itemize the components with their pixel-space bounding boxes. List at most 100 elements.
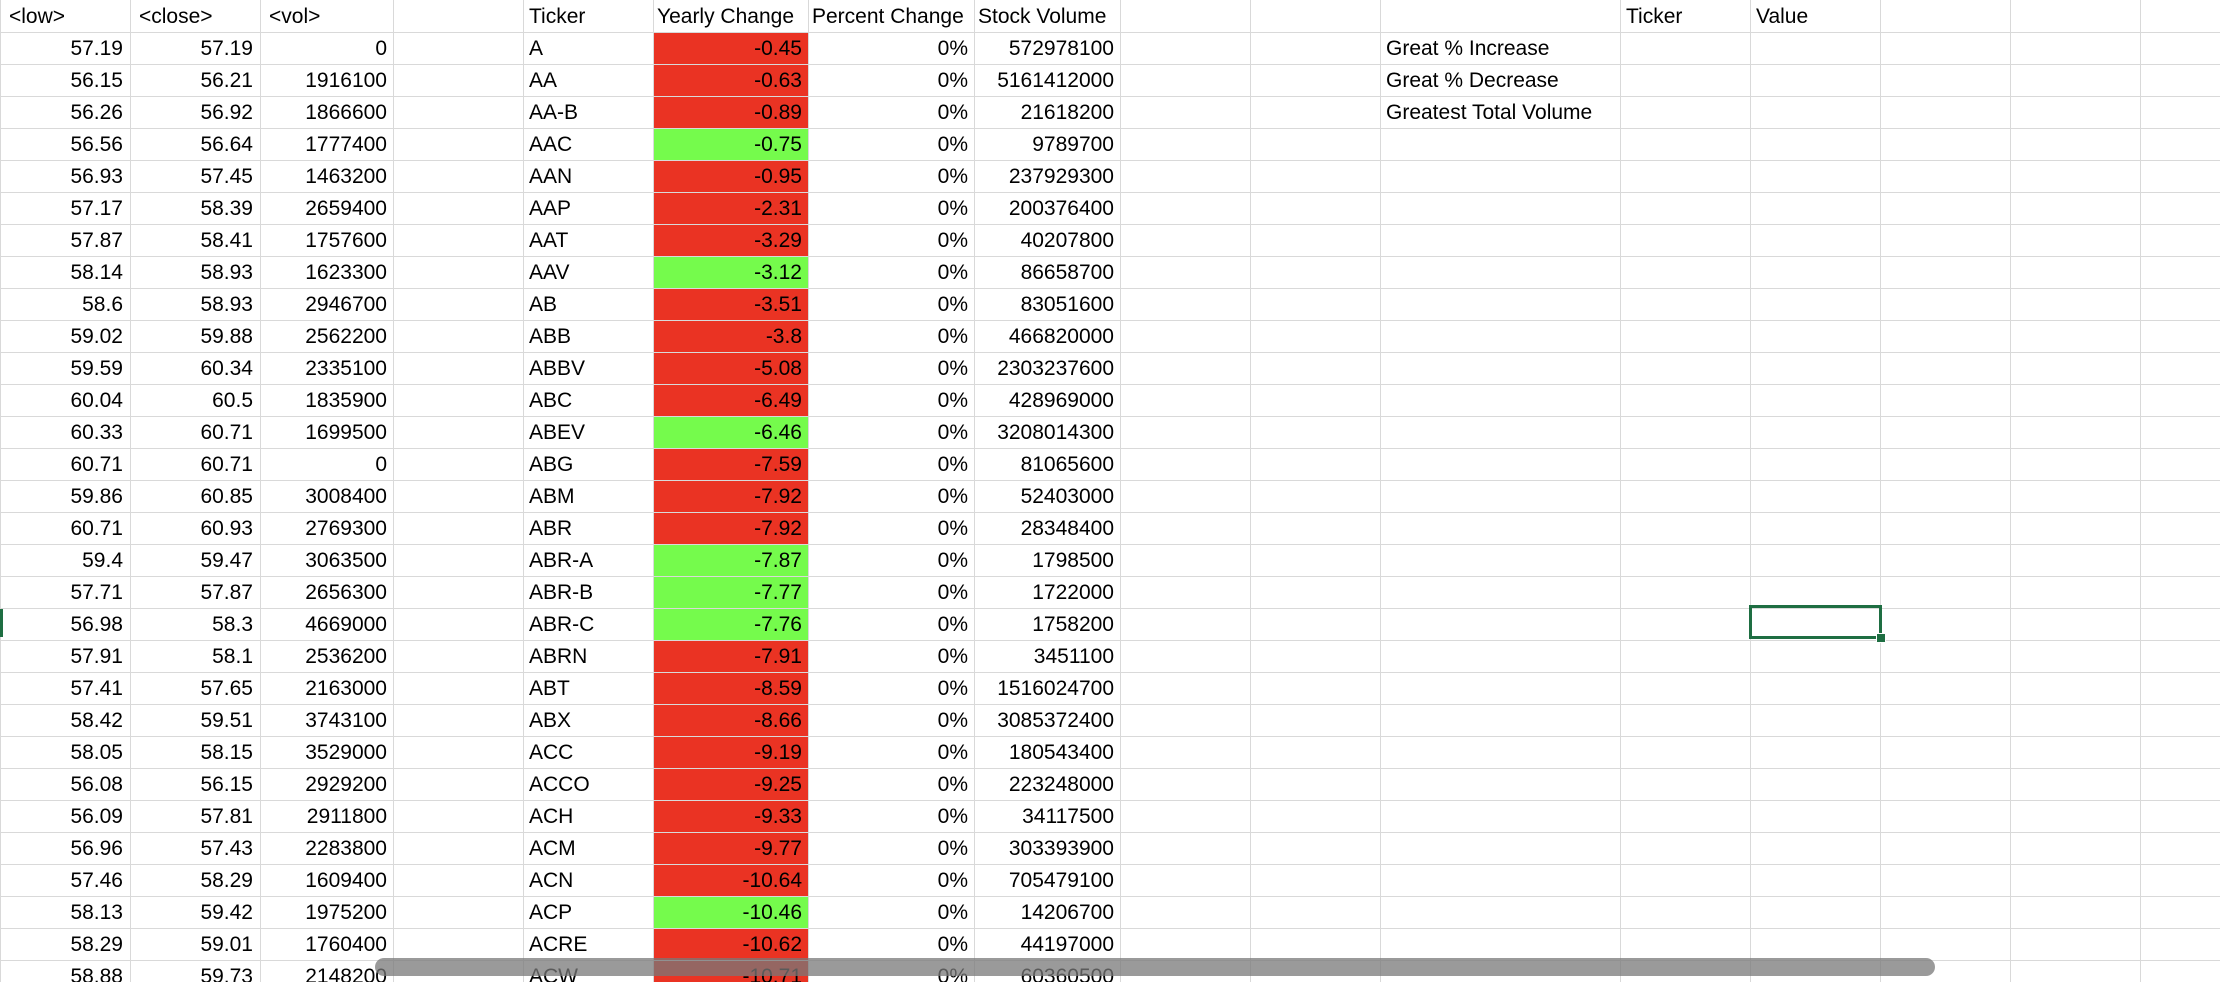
cell-stock-volume[interactable]: 428969000 — [1008, 389, 1114, 412]
cell-stock-volume[interactable]: 1516024700 — [997, 677, 1114, 700]
cell-ticker[interactable]: A — [529, 37, 544, 60]
cell-ticker[interactable]: ACP — [529, 901, 573, 924]
cell-close[interactable]: 58.29 — [200, 869, 253, 892]
cell-yearly-change[interactable]: -6.46 — [754, 421, 802, 444]
cell-low[interactable]: 56.96 — [70, 837, 123, 860]
cell-low[interactable]: 57.87 — [70, 229, 123, 252]
cell-close[interactable]: 57.43 — [200, 837, 253, 860]
cell-ticker[interactable]: ACC — [529, 741, 574, 764]
cell-vol[interactable]: 2946700 — [305, 293, 387, 316]
horizontal-scrollbar[interactable] — [375, 958, 1935, 976]
cell-close[interactable]: 56.92 — [200, 101, 253, 124]
cell-ticker[interactable]: ACRE — [529, 933, 588, 956]
cell-vol[interactable]: 3008400 — [305, 485, 387, 508]
cell-vol[interactable]: 2929200 — [305, 773, 387, 796]
cell-vol[interactable]: 2656300 — [305, 581, 387, 604]
cell-yearly-change[interactable]: -9.19 — [754, 741, 802, 764]
cell-low[interactable]: 56.26 — [70, 101, 123, 124]
cell-low[interactable]: 56.09 — [70, 805, 123, 828]
cell-close[interactable]: 57.45 — [200, 165, 253, 188]
cell-close[interactable]: 56.15 — [200, 773, 253, 796]
cell-vol[interactable]: 2659400 — [305, 197, 387, 220]
cell-stock-volume[interactable]: 9789700 — [1032, 133, 1114, 156]
cell-percent-change[interactable]: 0% — [937, 421, 968, 444]
cell-stock-volume[interactable]: 14206700 — [1020, 901, 1114, 924]
cell-yearly-change[interactable]: -3.8 — [765, 325, 802, 348]
cell-stock-volume[interactable]: 3451100 — [1033, 645, 1114, 668]
cell-percent-change[interactable]: 0% — [937, 453, 968, 476]
cell-stock-volume[interactable]: 34117500 — [1022, 805, 1114, 828]
cell-low[interactable]: 57.46 — [70, 869, 123, 892]
fill-handle[interactable] — [1876, 633, 1886, 643]
cell-close[interactable]: 58.93 — [200, 293, 253, 316]
cell-close[interactable]: 58.15 — [200, 741, 253, 764]
cell-stock-volume[interactable]: 3085372400 — [997, 709, 1114, 732]
cell-vol[interactable]: 1623300 — [305, 261, 387, 284]
cell-close[interactable]: 60.71 — [200, 421, 253, 444]
cell-yearly-change[interactable]: -9.33 — [754, 805, 802, 828]
cell-ticker[interactable]: ABM — [529, 485, 575, 508]
cell-stock-volume[interactable]: 40207800 — [1020, 229, 1114, 252]
cell-ticker[interactable]: AA — [529, 69, 558, 92]
cell-yearly-change[interactable]: -7.92 — [754, 485, 802, 508]
cell-low[interactable]: 56.15 — [70, 69, 123, 92]
cell-close[interactable]: 59.88 — [200, 325, 253, 348]
summary-label-greatest-volume[interactable]: Greatest Total Volume — [1386, 101, 1593, 124]
cell-close[interactable]: 57.81 — [200, 805, 253, 828]
cell-low[interactable]: 59.86 — [70, 485, 123, 508]
summary-label-greatest-decrease[interactable]: Great % Decrease — [1386, 69, 1559, 92]
cell-yearly-change[interactable]: -0.75 — [754, 133, 802, 156]
cell-ticker[interactable]: ABG — [529, 453, 574, 476]
active-cell-selection[interactable] — [1749, 605, 1882, 639]
cell-percent-change[interactable]: 0% — [937, 197, 968, 220]
cell-vol[interactable]: 2335100 — [305, 357, 387, 380]
cell-vol[interactable]: 1835900 — [305, 389, 387, 412]
cell-low[interactable]: 60.33 — [70, 421, 123, 444]
header-percent-change[interactable]: Percent Change — [812, 5, 964, 28]
cell-percent-change[interactable]: 0% — [937, 773, 968, 796]
cell-low[interactable]: 60.71 — [70, 453, 123, 476]
cell-low[interactable]: 59.4 — [82, 549, 123, 572]
cell-vol[interactable]: 3529000 — [305, 741, 387, 764]
cell-close[interactable]: 58.1 — [212, 645, 253, 668]
cell-percent-change[interactable]: 0% — [937, 581, 968, 604]
cell-low[interactable]: 58.6 — [82, 293, 123, 316]
cell-low[interactable]: 60.04 — [70, 389, 123, 412]
cell-percent-change[interactable]: 0% — [937, 805, 968, 828]
cell-stock-volume[interactable]: 81065600 — [1020, 453, 1114, 476]
cell-stock-volume[interactable]: 44197000 — [1020, 933, 1114, 956]
cell-percent-change[interactable]: 0% — [937, 485, 968, 508]
cell-vol[interactable]: 1975200 — [305, 901, 387, 924]
summary-label-greatest-increase[interactable]: Great % Increase — [1386, 37, 1550, 60]
cell-ticker[interactable]: ABRN — [529, 645, 588, 668]
cell-percent-change[interactable]: 0% — [937, 101, 968, 124]
cell-stock-volume[interactable]: 21618200 — [1020, 101, 1114, 124]
cell-low[interactable]: 57.91 — [70, 645, 123, 668]
cell-ticker[interactable]: ABT — [529, 677, 570, 700]
cell-ticker[interactable]: AAC — [529, 133, 573, 156]
cell-stock-volume[interactable]: 303393900 — [1008, 837, 1114, 860]
cell-close[interactable]: 59.47 — [200, 549, 253, 572]
cell-ticker[interactable]: ABB — [529, 325, 572, 348]
cell-close[interactable]: 60.93 — [200, 517, 253, 540]
cell-ticker[interactable]: ABBV — [529, 357, 586, 380]
cell-yearly-change[interactable]: -0.45 — [754, 37, 802, 60]
cell-stock-volume[interactable]: 1758200 — [1032, 613, 1114, 636]
cell-close[interactable]: 58.93 — [200, 261, 253, 284]
cell-percent-change[interactable]: 0% — [937, 357, 968, 380]
cell-yearly-change[interactable]: -7.59 — [754, 453, 802, 476]
cell-close[interactable]: 59.01 — [200, 933, 253, 956]
cell-percent-change[interactable]: 0% — [937, 837, 968, 860]
cell-vol[interactable]: 2283800 — [305, 837, 387, 860]
cell-stock-volume[interactable]: 86658700 — [1020, 261, 1114, 284]
cell-close[interactable]: 57.19 — [200, 37, 253, 60]
cell-ticker[interactable]: ABC — [529, 389, 573, 412]
cell-close[interactable]: 56.21 — [200, 69, 253, 92]
cell-low[interactable]: 58.42 — [70, 709, 123, 732]
cell-stock-volume[interactable]: 5161412000 — [997, 69, 1114, 92]
cell-yearly-change[interactable]: -3.29 — [754, 229, 802, 252]
cell-percent-change[interactable]: 0% — [937, 645, 968, 668]
cell-percent-change[interactable]: 0% — [937, 517, 968, 540]
cell-percent-change[interactable]: 0% — [937, 133, 968, 156]
cell-low[interactable]: 56.98 — [70, 613, 123, 636]
